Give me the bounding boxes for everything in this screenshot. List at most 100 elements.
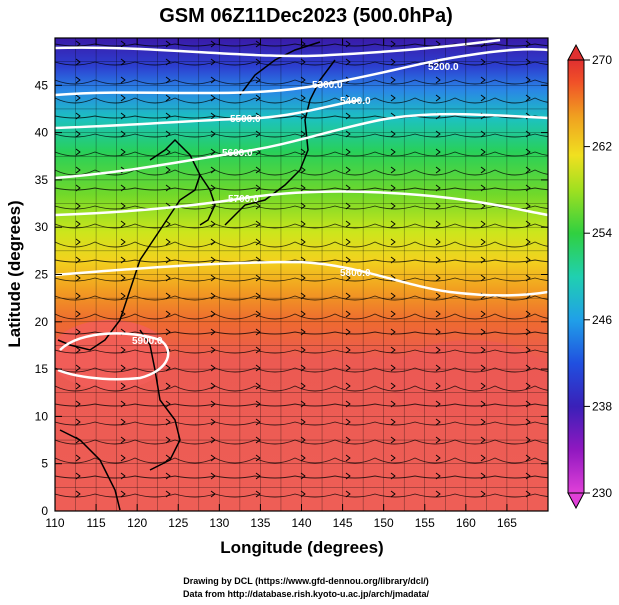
flow-arrow (255, 166, 261, 174)
flow-arrow (480, 472, 486, 480)
flow-arrow (345, 256, 351, 264)
flow-arrow (345, 364, 351, 372)
flow-arrow (75, 490, 81, 498)
flow-arrow (75, 418, 81, 426)
flow-arrow (300, 40, 306, 48)
flow-arrow (390, 382, 396, 390)
contour-line (55, 112, 548, 180)
flow-arrow (255, 94, 261, 102)
flow-arrow (435, 400, 441, 408)
flow-arrow (255, 184, 261, 192)
flow-arrow (390, 346, 396, 354)
contour-label: 5500.0 (230, 114, 261, 125)
flow-arrow (75, 346, 81, 354)
flow-arrow (120, 220, 126, 228)
flow-arrow (210, 76, 216, 84)
flow-arrow (210, 490, 216, 498)
flow-arrow (480, 58, 486, 66)
flow-arrow (390, 220, 396, 228)
flow-arrow (75, 382, 81, 390)
flow-arrow (390, 472, 396, 480)
flow-arrow (435, 94, 441, 102)
flow-arrow (435, 418, 441, 426)
streamline (55, 439, 548, 445)
flow-arrow (435, 274, 441, 282)
flow-arrow (435, 328, 441, 336)
streamline (55, 187, 548, 191)
flow-arrow (390, 184, 396, 192)
flow-arrow (480, 346, 486, 354)
streamline (55, 421, 548, 426)
flow-arrow (165, 490, 171, 498)
flow-arrow (210, 400, 216, 408)
contour-label: 5800.0 (340, 268, 371, 279)
flow-arrow (480, 454, 486, 462)
flow-arrow (300, 148, 306, 156)
flow-arrow (390, 202, 396, 210)
flow-arrow (120, 130, 126, 138)
flow-arrow (120, 202, 126, 210)
flow-arrow (390, 310, 396, 318)
colorbar-top-arrow (567, 43, 585, 61)
flow-arrow (255, 472, 261, 480)
flow-arrow (165, 58, 171, 66)
flow-arrow (165, 364, 171, 372)
flow-arrow (75, 40, 81, 48)
flow-arrow (345, 220, 351, 228)
flow-arrow (300, 400, 306, 408)
flow-arrow (75, 112, 81, 120)
contour-line (55, 38, 501, 58)
flow-arrow (435, 346, 441, 354)
flow-arrow (345, 40, 351, 48)
flow-arrow (300, 166, 306, 174)
flow-arrow (345, 184, 351, 192)
flow-arrow (435, 184, 441, 192)
flow-arrow (120, 346, 126, 354)
flow-arrow (480, 130, 486, 138)
flow-arrow (120, 112, 126, 120)
flow-arrow (345, 166, 351, 174)
flow-arrow (300, 472, 306, 480)
flow-arrow (165, 40, 171, 48)
flow-arrow (300, 112, 306, 120)
flow-arrow (165, 220, 171, 228)
indochina-coast (59, 429, 121, 511)
y-tick-label: 30 (35, 220, 49, 234)
flow-arrow (255, 418, 261, 426)
flow-arrow (75, 148, 81, 156)
flow-arrow (210, 256, 216, 264)
flow-arrow (480, 364, 486, 372)
colorbar-tick-label: 254 (592, 226, 612, 240)
flow-arrow (345, 112, 351, 120)
contour-label: 5600.0 (222, 148, 253, 159)
flow-arrow (120, 472, 126, 480)
flow-arrow (165, 112, 171, 120)
flow-arrow (165, 238, 171, 246)
flow-arrow (390, 130, 396, 138)
streamline (55, 97, 548, 104)
flow-arrow (255, 130, 261, 138)
china-coast (57, 138, 201, 351)
flow-arrow (390, 490, 396, 498)
height-contours (55, 38, 548, 381)
flow-arrow (75, 76, 81, 84)
flow-arrow (300, 364, 306, 372)
flow-arrow (345, 346, 351, 354)
flow-arrow (210, 148, 216, 156)
flow-arrow (255, 238, 261, 246)
flow-arrow (165, 400, 171, 408)
y-axis: 0 5 10 15 20 25 30 35 40 45 (35, 78, 548, 518)
y-tick-label: 45 (35, 78, 49, 92)
x-tick-label: 140 (291, 516, 311, 530)
flow-arrow (345, 58, 351, 66)
streamline (55, 493, 548, 498)
flow-arrow (480, 184, 486, 192)
flow-arrow (300, 238, 306, 246)
flow-arrow (345, 202, 351, 210)
contour-label: 5300.0 (312, 80, 343, 91)
flow-arrow (435, 256, 441, 264)
flow-arrow (480, 148, 486, 156)
y-axis-title: Latitude (degrees) (5, 200, 24, 347)
flow-arrow (300, 94, 306, 102)
